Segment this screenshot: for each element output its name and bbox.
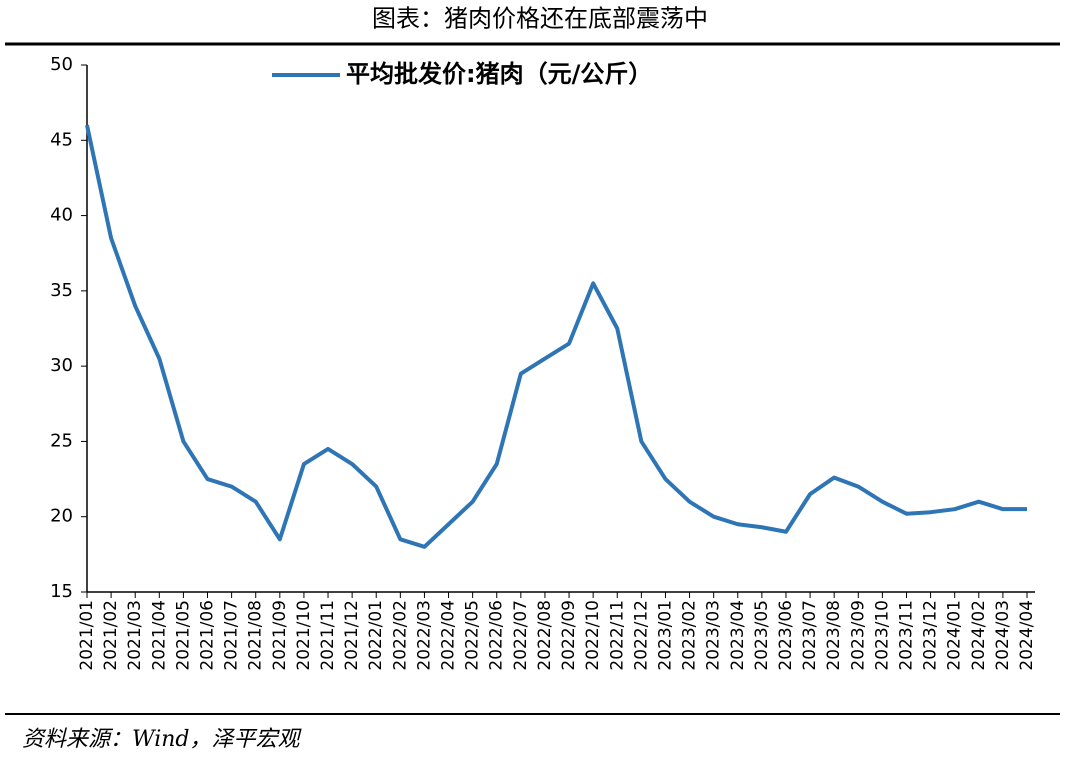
x-tick-label: 2024/04 xyxy=(1017,600,1037,671)
x-tick-label: 2023/11 xyxy=(896,600,916,671)
x-tick-label: 2021/08 xyxy=(246,600,266,671)
x-tick-label: 2022/09 xyxy=(559,600,579,671)
x-tick-label: 2023/04 xyxy=(728,600,748,671)
x-tick-label: 2023/12 xyxy=(921,600,941,671)
x-tick-label: 2024/02 xyxy=(969,600,989,671)
x-tick-label: 2023/06 xyxy=(776,600,796,671)
chart-title: 图表：猪肉价格还在底部震荡中 xyxy=(372,5,708,33)
x-tick-label: 2021/07 xyxy=(222,600,242,671)
y-tick-label: 50 xyxy=(50,54,73,75)
x-tick-label: 2024/01 xyxy=(945,600,965,671)
x-tick-label: 2023/05 xyxy=(752,600,772,671)
y-tick-label: 35 xyxy=(50,280,73,301)
x-tick-label: 2023/09 xyxy=(848,600,868,671)
x-tick-label: 2021/06 xyxy=(198,600,218,671)
x-tick-label: 2021/05 xyxy=(173,600,193,671)
y-tick-label: 25 xyxy=(50,430,73,451)
x-tick-label: 2021/10 xyxy=(294,600,314,671)
x-tick-label: 2022/12 xyxy=(631,600,651,671)
x-tick-label: 2023/08 xyxy=(824,600,844,671)
x-tick-label: 2022/06 xyxy=(487,600,507,671)
x-tick-label: 2022/02 xyxy=(390,600,410,671)
x-tick-label: 2024/03 xyxy=(993,600,1013,671)
line xyxy=(85,124,1027,549)
x-tick-label: 2022/07 xyxy=(511,600,531,671)
x-tick-label: 2021/01 xyxy=(77,600,97,671)
source: 资料来源：Wind，泽平宏观 xyxy=(22,727,303,752)
y-tick-label: 45 xyxy=(50,129,73,150)
x-tick-label: 2021/09 xyxy=(270,600,290,671)
x-tick-label: 2023/01 xyxy=(655,600,675,671)
x-tick-label: 2021/12 xyxy=(342,600,362,671)
x-tick-label: 2022/08 xyxy=(535,600,555,671)
x-tick-label: 2021/02 xyxy=(101,600,121,671)
x-tick-label: 2022/11 xyxy=(607,600,627,671)
x-tick-label: 2023/10 xyxy=(872,600,892,671)
x-tick-label: 2023/03 xyxy=(704,600,724,671)
y-tick-label: 20 xyxy=(50,506,73,527)
x-tick-label: 2022/04 xyxy=(439,600,459,671)
y-tick-label: 40 xyxy=(50,205,73,226)
x-tick-label: 2022/05 xyxy=(463,600,483,671)
x-tick-label: 2022/01 xyxy=(366,600,386,671)
x-tick-label: 2022/03 xyxy=(414,600,434,671)
legend-label: 平均批发价:猪肉（元/公斤） xyxy=(346,60,652,88)
y-tick-label: 30 xyxy=(50,355,73,376)
x-tick-label: 2023/02 xyxy=(680,600,700,671)
x-tick-label: 2021/11 xyxy=(318,600,338,671)
x-tick-label: 2021/04 xyxy=(149,600,169,671)
y-tick-label: 15 xyxy=(50,581,73,602)
x-tick-label: 2023/07 xyxy=(800,600,820,671)
x-tick-label: 2021/03 xyxy=(125,600,145,671)
x-tick-label: 2022/10 xyxy=(583,600,603,671)
